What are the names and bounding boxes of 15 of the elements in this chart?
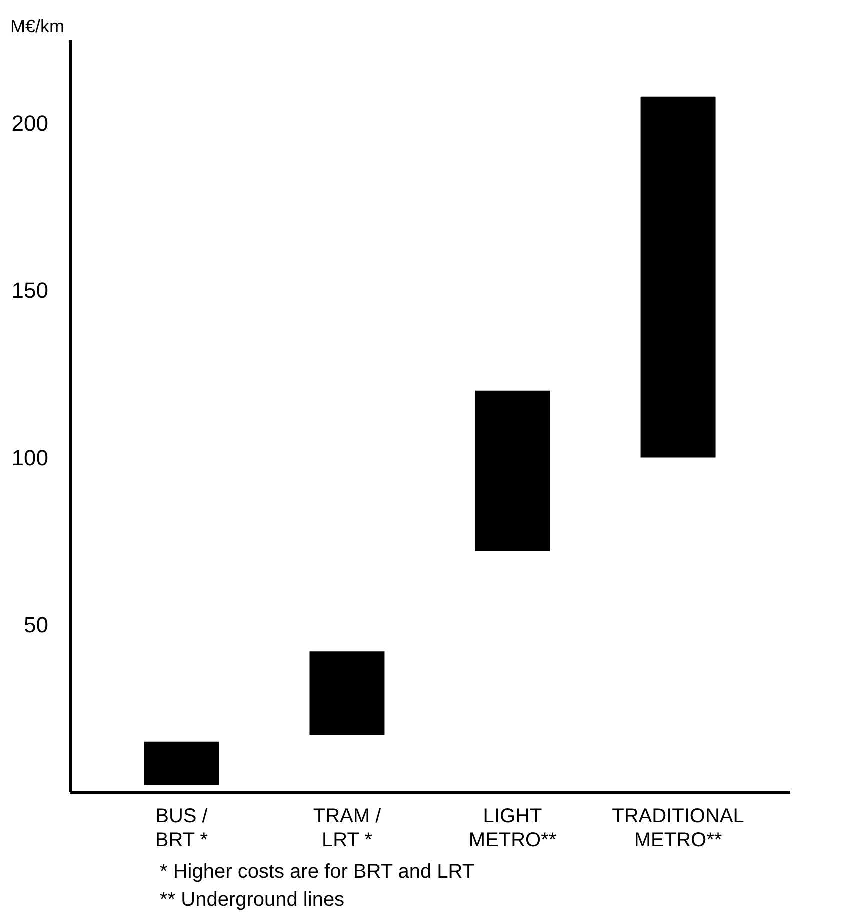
bar bbox=[144, 742, 220, 786]
y-tick-label: 100 bbox=[12, 445, 48, 470]
bar bbox=[640, 96, 716, 458]
bar bbox=[475, 390, 550, 552]
x-tick-label: TRAM / LRT * bbox=[313, 806, 382, 852]
y-tick-label: 150 bbox=[12, 278, 48, 304]
text: ** Underground lines bbox=[160, 888, 346, 913]
y-tick-label: 200 bbox=[12, 111, 48, 136]
bar bbox=[310, 652, 385, 736]
y-tick-label: 50 bbox=[24, 612, 48, 638]
text: * Higher costs are for BRT and LRT bbox=[160, 860, 475, 885]
y-axis-title: M€/km bbox=[10, 16, 64, 36]
x-tick-label: LIGHT METRO** bbox=[468, 806, 557, 852]
x-tick-label: BUS / BRT * bbox=[155, 806, 208, 852]
x-tick-label: TRADITIONAL METRO** bbox=[612, 806, 744, 852]
